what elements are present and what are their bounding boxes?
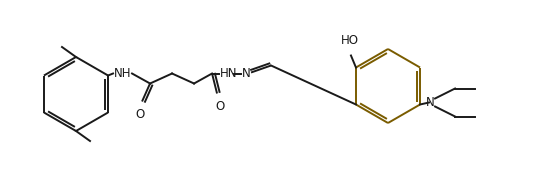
Text: HO: HO <box>341 33 359 46</box>
Text: O: O <box>135 108 145 122</box>
Text: NH: NH <box>114 67 132 80</box>
Text: N: N <box>242 67 251 80</box>
Text: O: O <box>216 101 224 114</box>
Text: HN: HN <box>220 67 238 80</box>
Text: N: N <box>426 96 435 109</box>
